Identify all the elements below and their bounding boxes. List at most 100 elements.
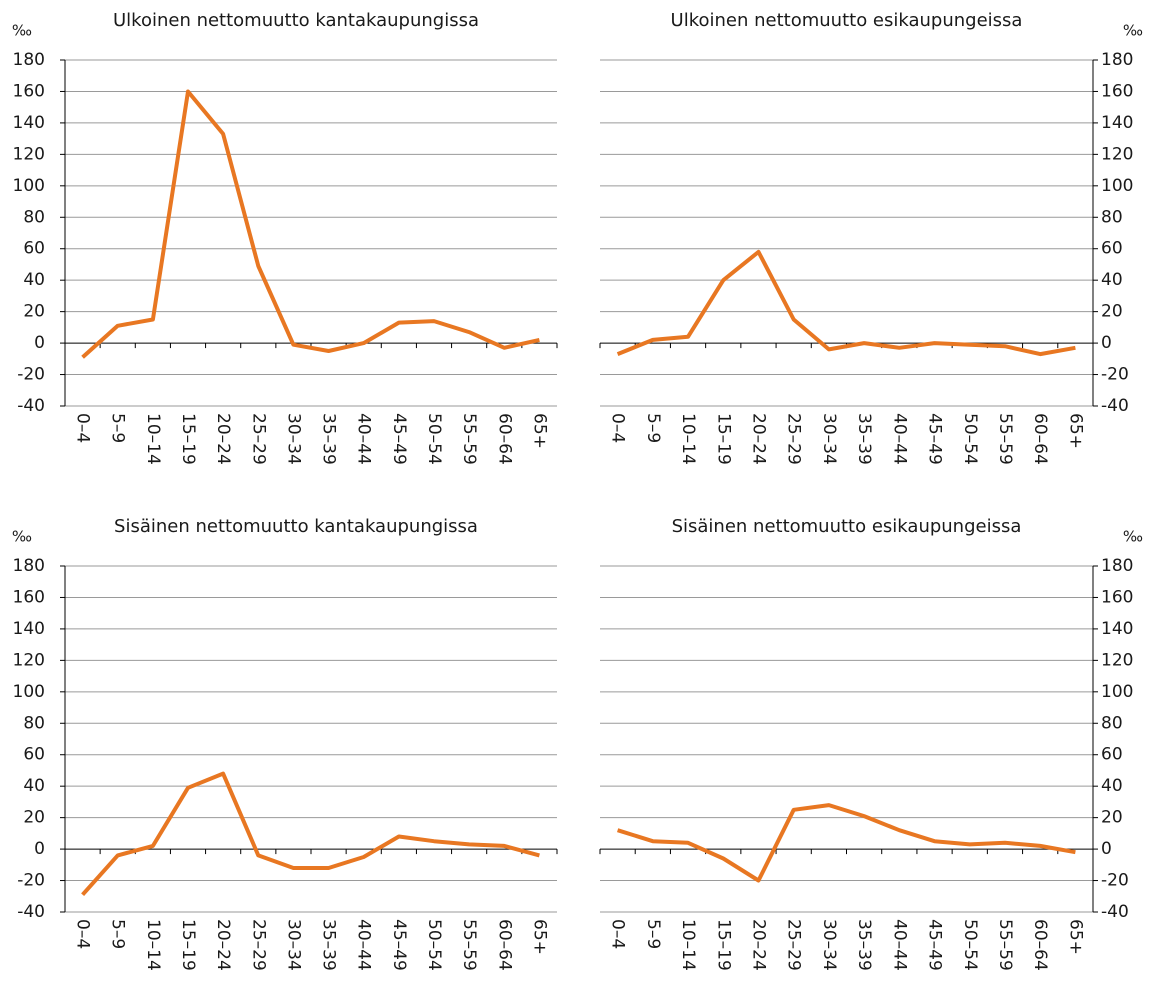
chart-title: Sisäinen nettomuutto esikaupungeissa [672,516,1022,537]
x-tick-label: 60–64 [494,413,514,465]
y-axis-unit: ‰ [1123,22,1143,40]
x-tick-label: 60–64 [1030,413,1050,465]
y-tick-label: 140 [1101,619,1133,639]
x-tick-label: 20–24 [213,413,233,465]
y-tick-label: -40 [1101,902,1129,922]
y-axis-unit: ‰ [12,528,32,546]
y-tick-label: -20 [1101,871,1129,891]
x-tick-label: 25–29 [248,413,268,465]
x-tick-label: 30–34 [283,413,303,465]
y-tick-label: 20 [1101,808,1123,828]
y-tick-label: 20 [23,808,45,828]
y-tick-label: 160 [13,587,45,607]
data-line [617,803,1076,883]
x-tick-label: 60–64 [494,919,514,971]
x-tick-label: 5–9 [643,919,663,949]
chart-title: Ulkoinen nettomuutto esikaupungeissa [671,10,1023,31]
y-tick-label: 180 [13,556,45,576]
y-axis-unit: ‰ [1123,528,1143,546]
x-tick-label: 25–29 [784,919,804,971]
y-tick-label: 80 [1101,713,1123,733]
y-tick-label: 180 [13,50,45,70]
x-tick-label: 40–44 [354,919,374,971]
y-tick-label: 180 [1101,50,1133,70]
x-tick-label: 50–54 [424,413,444,465]
y-tick-label: 140 [13,113,45,133]
y-tick-label: 40 [1101,270,1123,290]
y-tick-label: -40 [17,396,45,416]
x-tick-label: 20–24 [748,413,768,465]
x-tick-label: 35–39 [854,919,874,971]
x-tick-label: 40–44 [889,413,909,465]
x-tick-label: 45–49 [925,413,945,465]
y-axis-unit: ‰ [12,22,32,40]
y-tick-label: 100 [13,176,45,196]
x-tick-label: 40–44 [889,919,909,971]
x-tick-label: 15–19 [178,919,198,971]
x-tick-label: 20–24 [213,919,233,971]
x-tick-label: 65+ [1065,919,1085,955]
x-tick-label: 50–54 [424,919,444,971]
y-tick-label: 100 [13,682,45,702]
y-tick-label: 60 [23,745,45,765]
y-tick-label: 160 [13,81,45,101]
y-tick-label: 20 [1101,302,1123,322]
y-tick-label: 40 [1101,776,1123,796]
y-tick-label: 0 [34,333,45,353]
y-tick-label: 60 [1101,745,1123,765]
y-tick-label: 100 [1101,682,1133,702]
y-tick-label: 80 [1101,207,1123,227]
x-tick-label: 5–9 [643,413,663,443]
y-tick-label: 180 [1101,556,1133,576]
x-tick-label: 40–44 [354,413,374,465]
x-tick-label: 55–59 [459,919,479,971]
x-tick-label: 15–19 [713,413,733,465]
x-tick-label: 0–4 [73,919,93,949]
x-tick-label: 65+ [1065,413,1085,449]
y-tick-label: 40 [23,270,45,290]
x-tick-label: 55–59 [995,919,1015,971]
x-tick-label: 65+ [529,919,549,955]
x-tick-label: 0–4 [608,413,628,443]
x-tick-label: 35–39 [854,413,874,465]
x-tick-label: 30–34 [283,919,303,971]
y-tick-label: 100 [1101,176,1133,196]
x-tick-label: 45–49 [389,919,409,971]
x-tick-label: 65+ [529,413,549,449]
y-tick-label: -40 [1101,396,1129,416]
y-tick-label: 120 [1101,144,1133,164]
x-tick-label: 5–9 [108,413,128,443]
x-tick-label: 10–14 [143,413,163,465]
x-tick-label: 25–29 [784,413,804,465]
x-tick-label: 35–39 [319,413,339,465]
x-tick-label: 35–39 [319,919,339,971]
x-tick-label: 0–4 [608,919,628,949]
y-tick-label: 160 [1101,587,1133,607]
y-tick-label: 120 [1101,650,1133,670]
y-tick-label: 120 [13,144,45,164]
x-tick-label: 10–14 [143,919,163,971]
x-tick-label: 45–49 [389,413,409,465]
y-tick-label: 60 [23,239,45,259]
x-tick-label: 15–19 [178,413,198,465]
y-tick-label: -20 [17,871,45,891]
y-tick-label: 20 [23,302,45,322]
x-tick-label: 50–54 [960,919,980,971]
x-tick-label: 10–14 [678,919,698,971]
y-tick-label: 0 [1101,839,1112,859]
x-tick-label: 60–64 [1030,919,1050,971]
x-tick-label: 30–34 [819,919,839,971]
y-tick-label: -20 [17,365,45,385]
y-tick-label: -40 [17,902,45,922]
y-tick-label: 80 [23,713,45,733]
data-line [81,89,540,359]
data-line [616,249,1076,357]
y-tick-label: 160 [1101,81,1133,101]
x-tick-label: 50–54 [960,413,980,465]
x-tick-label: 55–59 [995,413,1015,465]
x-tick-label: 55–59 [459,413,479,465]
x-tick-label: 45–49 [925,919,945,971]
x-tick-label: 20–24 [748,919,768,971]
x-tick-label: 10–14 [678,413,698,465]
